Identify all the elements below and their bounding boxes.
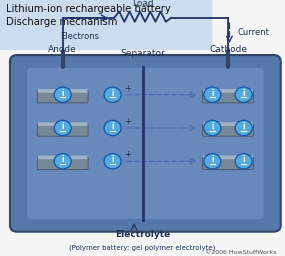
FancyBboxPatch shape — [10, 55, 281, 232]
Text: i: i — [211, 122, 214, 131]
Text: Cathode: Cathode — [209, 45, 247, 54]
Circle shape — [54, 154, 71, 169]
Circle shape — [104, 87, 121, 102]
FancyBboxPatch shape — [38, 89, 87, 93]
Text: (Polymer battery: gel polymer electrolyte): (Polymer battery: gel polymer electrolyt… — [69, 244, 216, 251]
Text: i: i — [242, 122, 245, 131]
FancyBboxPatch shape — [37, 157, 88, 169]
FancyBboxPatch shape — [27, 68, 264, 219]
Circle shape — [235, 154, 252, 169]
Circle shape — [235, 120, 252, 136]
FancyBboxPatch shape — [203, 157, 253, 169]
FancyBboxPatch shape — [203, 122, 253, 126]
Text: i: i — [242, 89, 245, 98]
Text: i: i — [111, 155, 114, 165]
FancyBboxPatch shape — [0, 0, 212, 50]
Text: +: + — [124, 84, 131, 93]
Text: +: + — [124, 117, 131, 126]
FancyBboxPatch shape — [203, 89, 253, 93]
FancyBboxPatch shape — [37, 124, 88, 136]
FancyBboxPatch shape — [37, 91, 88, 103]
FancyBboxPatch shape — [203, 124, 253, 136]
Text: Anode: Anode — [48, 45, 77, 54]
Circle shape — [54, 120, 71, 136]
Text: Electrolyte: Electrolyte — [115, 230, 170, 239]
Text: Electrons: Electrons — [60, 32, 99, 41]
Text: Lithium-ion rechargeable battery: Lithium-ion rechargeable battery — [6, 4, 170, 14]
Circle shape — [204, 120, 221, 136]
Text: i: i — [61, 89, 64, 98]
Text: i: i — [242, 155, 245, 165]
Text: +: + — [124, 150, 131, 159]
FancyBboxPatch shape — [38, 122, 87, 126]
Text: i: i — [111, 122, 114, 131]
Circle shape — [235, 87, 252, 102]
Text: i: i — [61, 155, 64, 165]
Text: Discharge mechanism: Discharge mechanism — [6, 17, 117, 27]
Circle shape — [204, 154, 221, 169]
Circle shape — [204, 87, 221, 102]
FancyBboxPatch shape — [38, 156, 87, 159]
FancyBboxPatch shape — [203, 156, 253, 159]
Text: ©2006 HowStuffWorks: ©2006 HowStuffWorks — [205, 250, 276, 255]
Text: Separator: Separator — [120, 49, 165, 58]
Text: i: i — [61, 122, 64, 131]
Circle shape — [104, 120, 121, 136]
Text: i: i — [211, 155, 214, 165]
Text: i: i — [211, 89, 214, 98]
FancyBboxPatch shape — [203, 91, 253, 103]
Text: i: i — [111, 89, 114, 98]
Circle shape — [54, 87, 71, 102]
Circle shape — [104, 154, 121, 169]
Text: Current: Current — [238, 28, 270, 37]
Text: Load: Load — [132, 0, 153, 8]
